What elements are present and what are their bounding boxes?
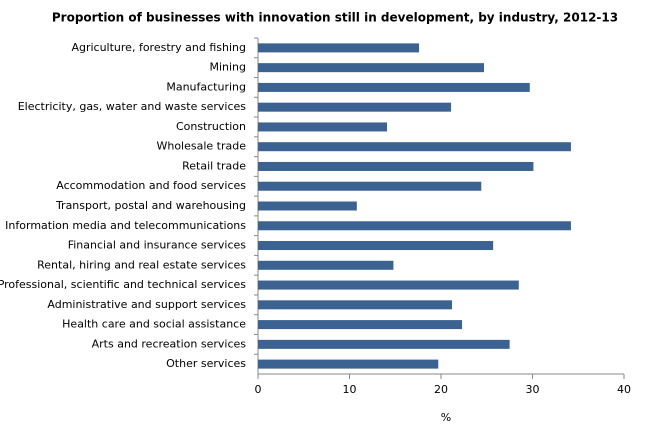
bar bbox=[258, 181, 482, 191]
y-tick-label: Arts and recreation services bbox=[92, 337, 247, 350]
y-tick-label: Wholesale trade bbox=[156, 140, 246, 153]
bar bbox=[258, 359, 439, 369]
y-tick-label: Professional, scientific and technical s… bbox=[0, 278, 246, 291]
bar bbox=[258, 43, 420, 53]
y-tick-label: Agriculture, forestry and fishing bbox=[71, 41, 246, 54]
bar bbox=[258, 142, 571, 152]
x-tick-label: 10 bbox=[343, 383, 357, 396]
y-tick-label: Financial and insurance services bbox=[68, 239, 247, 252]
bar bbox=[258, 280, 519, 290]
y-tick-label: Manufacturing bbox=[166, 80, 246, 93]
y-tick-label: Accommodation and food services bbox=[56, 179, 246, 192]
y-tick-label: Information media and telecommunications bbox=[5, 219, 246, 232]
bar bbox=[258, 102, 452, 112]
y-tick-label: Transport, postal and warehousing bbox=[55, 199, 246, 212]
x-tick-label: 20 bbox=[434, 383, 448, 396]
bar bbox=[258, 201, 357, 211]
bar bbox=[258, 221, 571, 231]
x-tick-label: 0 bbox=[255, 383, 262, 396]
x-tick-label: 40 bbox=[617, 383, 631, 396]
bar bbox=[258, 300, 452, 310]
bar bbox=[258, 241, 494, 251]
bar bbox=[258, 122, 388, 132]
x-tick-label: 30 bbox=[526, 383, 540, 396]
x-axis-label: % bbox=[441, 411, 451, 424]
bar bbox=[258, 63, 485, 73]
y-tick-label: Administrative and support services bbox=[47, 298, 246, 311]
y-tick-label: Construction bbox=[176, 120, 246, 133]
bar bbox=[258, 339, 510, 349]
y-tick-label: Electricity, gas, water and waste servic… bbox=[18, 100, 247, 113]
y-tick-label: Other services bbox=[166, 357, 246, 370]
bar bbox=[258, 320, 463, 330]
y-tick-label: Rental, hiring and real estate services bbox=[37, 258, 246, 271]
y-tick-label: Mining bbox=[209, 61, 246, 74]
y-tick-label: Retail trade bbox=[182, 159, 246, 172]
y-tick-label: Health care and social assistance bbox=[62, 318, 246, 331]
bar bbox=[258, 260, 394, 270]
bar bbox=[258, 161, 534, 171]
chart-title: Proportion of businesses with innovation… bbox=[52, 11, 618, 25]
bar bbox=[258, 82, 530, 92]
